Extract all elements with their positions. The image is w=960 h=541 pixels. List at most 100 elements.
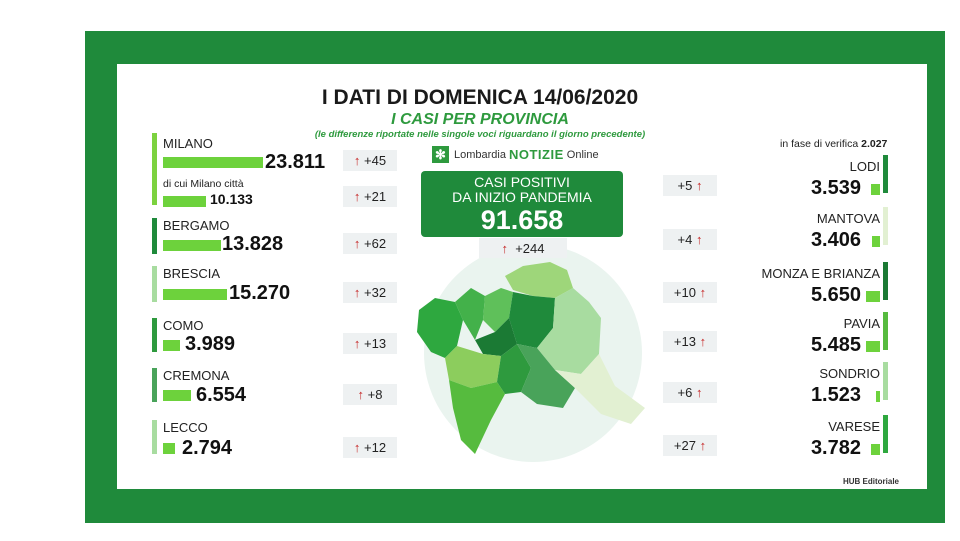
arrow-up-icon: ↑ (357, 387, 365, 402)
accent-bar-pavia (883, 312, 888, 350)
brand-mark-icon: ✻ (432, 146, 449, 163)
delta-varese: +27 ↑ (663, 435, 717, 456)
value-como: 3.989 (185, 333, 236, 355)
accent-bar-bergamo (152, 218, 157, 254)
label-sondrio: SONDRIO (819, 366, 880, 381)
map-region-lodi (497, 344, 531, 394)
total-cases-line2: DA INIZIO PANDEMIA (452, 189, 592, 205)
total-cases-box: CASI POSITIVI DA INIZIO PANDEMIA 91.658 (421, 171, 623, 237)
value-mantova: 3.406 (810, 229, 861, 251)
label-milano-city: di cui Milano città (163, 178, 244, 190)
map-region-brescia (537, 288, 601, 374)
bar-cremona (163, 390, 191, 401)
bar-milano (163, 157, 263, 168)
delta-lecco: ↑ +12 (343, 437, 397, 458)
verifica-note: in fase di verifica 2.027 (780, 138, 887, 150)
accent-bar-monza (883, 262, 888, 300)
bar-monza (866, 291, 880, 302)
label-pavia: PAVIA (843, 316, 880, 331)
bar-mantova (871, 236, 880, 247)
page-note: (le differenze riportate nelle singole v… (314, 129, 646, 140)
label-mantova: MANTOVA (816, 211, 880, 226)
arrow-up-icon: ↑ (501, 240, 508, 256)
arrow-up-icon: ↑ (695, 385, 703, 400)
brand-text-a: Lombardia (454, 148, 506, 161)
delta-como: ↑ +13 (343, 333, 397, 354)
credit: HUB Editoriale (843, 477, 900, 486)
delta-brescia: ↑ +32 (343, 282, 397, 303)
value-bergamo: 13.828 (222, 233, 284, 255)
value-brescia: 15.270 (229, 282, 291, 304)
delta-mantova: +4 ↑ (663, 229, 717, 250)
map-region-cremona (517, 344, 575, 408)
delta-pavia: +13 ↑ (663, 331, 717, 352)
label-lodi: LODI (849, 159, 880, 174)
total-delta-value: +244 (515, 240, 545, 256)
arrow-up-icon: ↑ (353, 440, 361, 455)
delta-lecco-value: +12 (364, 440, 387, 455)
map-region-milano (445, 346, 501, 388)
bar-como (163, 340, 180, 351)
total-delta-badge: ↑ +244 (479, 238, 567, 258)
delta-bergamo: ↑ +62 (343, 233, 397, 254)
bar-milano-city (163, 196, 206, 207)
label-como: COMO (163, 318, 204, 333)
bar-varese (870, 444, 880, 455)
accent-bar-mantova (883, 207, 888, 245)
arrow-up-icon: ↑ (353, 153, 361, 168)
value-cremona: 6.554 (196, 384, 247, 406)
delta-monza: +10 ↑ (663, 282, 717, 303)
value-varese: 3.782 (810, 437, 861, 459)
verifica-label: in fase di verifica (780, 138, 859, 150)
arrow-up-icon: ↑ (353, 336, 361, 351)
map-region-sondrio (505, 262, 573, 298)
arrow-up-icon: ↑ (699, 334, 707, 349)
delta-como-value: +13 (364, 336, 387, 351)
arrow-up-icon: ↑ (695, 178, 703, 193)
value-pavia: 5.485 (810, 334, 861, 356)
arrow-up-icon: ↑ (353, 285, 361, 300)
label-monza: MONZA E BRIANZA (761, 266, 880, 281)
arrow-up-icon: ↑ (699, 285, 707, 300)
brand-text-b: NOTIZIE (508, 147, 564, 162)
total-cases-line1: CASI POSITIVI (474, 174, 570, 190)
delta-milano-city: ↑ +21 (343, 186, 397, 207)
accent-bar-sondrio (883, 362, 888, 400)
value-milano-city: 10.133 (210, 191, 253, 207)
map-region-como (455, 288, 485, 340)
brand-logo: ✻ Lombardia NOTIZIE Online (432, 146, 599, 163)
verifica-value: 2.027 (861, 138, 888, 150)
accent-bar-lecco (152, 420, 157, 454)
delta-cremona: ↑ +8 (343, 384, 397, 405)
lombardy-map (417, 262, 645, 454)
brand-text-c: Online (566, 148, 599, 161)
label-lecco: LECCO (163, 420, 208, 435)
delta-sondrio: +6 ↑ (663, 382, 717, 403)
delta-milano-city-value: +21 (364, 189, 387, 204)
delta-milano: ↑ +45 (343, 150, 397, 171)
arrow-up-icon: ↑ (699, 438, 707, 453)
delta-milano-value: +45 (364, 153, 387, 168)
accent-bar-cremona (152, 368, 157, 402)
value-lodi: 3.539 (810, 177, 861, 199)
bar-sondrio (876, 391, 880, 402)
page-subtitle: I CASI PER PROVINCIA (391, 111, 569, 128)
bar-pavia (866, 341, 880, 352)
map-region-pavia (449, 380, 505, 454)
map-region-lecco (483, 288, 513, 332)
delta-bergamo-value: +62 (364, 236, 387, 251)
accent-bar-varese (883, 415, 888, 453)
total-cases-value: 91.658 (480, 205, 564, 235)
delta-mantova-value: +4 (677, 232, 693, 247)
value-monza: 5.650 (810, 284, 861, 306)
arrow-up-icon: ↑ (695, 232, 703, 247)
delta-brescia-value: +32 (364, 285, 387, 300)
bar-lodi (871, 184, 880, 195)
accent-bar-brescia (152, 266, 157, 302)
map-region-mantova (555, 354, 645, 424)
label-bergamo: BERGAMO (163, 218, 230, 233)
label-varese: VARESE (828, 419, 880, 434)
bar-bergamo (163, 240, 222, 251)
delta-sondrio-value: +6 (677, 385, 693, 400)
bar-brescia (163, 289, 228, 300)
